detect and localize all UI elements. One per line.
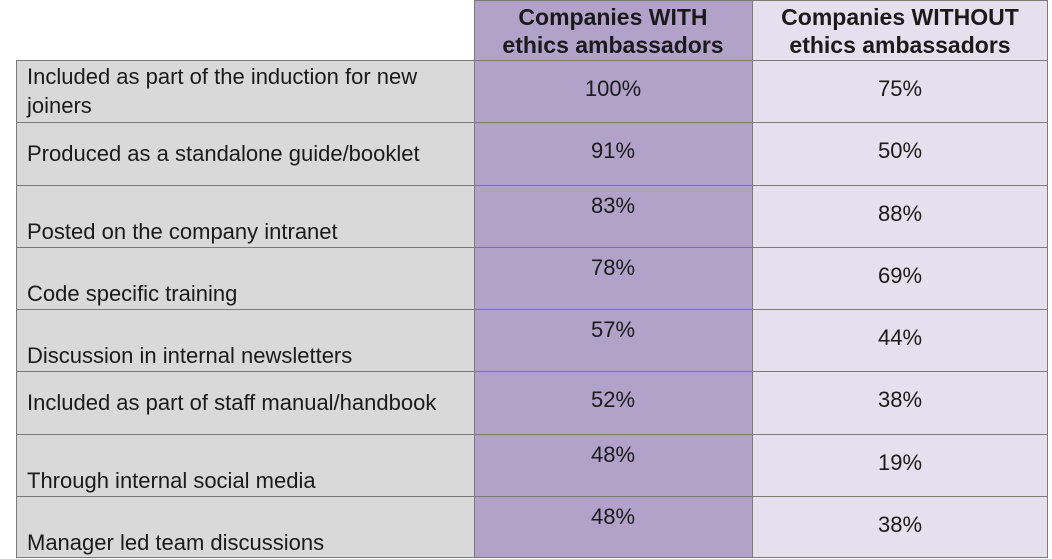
grid-line-vertical	[16, 60, 17, 558]
value-without: 50%	[877, 138, 923, 164]
value-cell-with: 91%	[474, 122, 752, 185]
grid-line-vertical	[474, 0, 475, 558]
value-cell-with: 48%	[474, 433, 752, 496]
grid-line-horizontal	[16, 122, 1048, 123]
value-without: 44%	[877, 325, 923, 350]
grid-line-horizontal	[16, 247, 1048, 248]
header-without-ambassadors: Companies WITHOUT ethics ambassadors	[752, 0, 1048, 60]
value-cell-with: 48%	[474, 495, 752, 558]
header-with-ambassadors: Companies WITH ethics ambassadors	[474, 0, 752, 60]
grid-line-horizontal	[16, 434, 1048, 435]
row-label: Through internal social media	[16, 433, 474, 496]
row-label: Included as part of the induction for ne…	[16, 60, 474, 123]
grid-line-horizontal	[16, 185, 1048, 186]
value-cell-without: 69%	[752, 246, 1048, 309]
value-cell-without: 38%	[752, 371, 1048, 434]
grid-line-top-header	[474, 0, 1048, 1]
row-label-text: Produced as a standalone guide/booklet	[27, 140, 420, 166]
value-cell-with: 57%	[474, 309, 752, 372]
value-cell-with: 52%	[474, 371, 752, 434]
grid-line-horizontal	[16, 496, 1048, 497]
grid-line-horizontal	[16, 371, 1048, 372]
value-cell-without: 38%	[752, 495, 1048, 558]
value-cell-without: 19%	[752, 433, 1048, 496]
grid-line-horizontal	[16, 60, 1048, 61]
row-label: Produced as a standalone guide/booklet	[16, 122, 474, 185]
row-label: Discussion in internal newsletters	[16, 309, 474, 372]
row-label-text: Posted on the company intranet	[27, 218, 338, 244]
value-with: 57%	[590, 317, 636, 342]
grid-line-horizontal	[16, 557, 1048, 558]
value-without: 19%	[877, 449, 923, 475]
column-header-text: Companies WITH ethics ambassadors	[502, 4, 724, 58]
value-without: 38%	[877, 387, 923, 413]
value-cell-without: 44%	[752, 309, 1048, 372]
value-cell-without: 75%	[752, 60, 1048, 123]
row-label: Manager led team discussions	[16, 495, 474, 558]
row-label: Code specific training	[16, 246, 474, 309]
value-cell-with: 78%	[474, 246, 752, 309]
value-cell-with: 100%	[474, 60, 752, 123]
value-with: 100%	[584, 76, 642, 101]
value-with: 78%	[590, 254, 636, 280]
grid-line-vertical	[752, 0, 753, 558]
value-with: 83%	[590, 192, 636, 218]
value-with: 48%	[590, 503, 636, 529]
value-with: 52%	[590, 387, 636, 413]
value-without: 88%	[877, 200, 923, 226]
row-label-text: Included as part of the induction for ne…	[27, 64, 418, 119]
grid-line-horizontal	[16, 309, 1048, 310]
value-cell-with: 83%	[474, 184, 752, 247]
row-label: Included as part of staff manual/handboo…	[16, 371, 474, 434]
value-with: 91%	[590, 138, 636, 164]
column-header-text: Companies WITHOUT ethics ambassadors	[781, 4, 1019, 58]
value-with: 48%	[590, 441, 636, 467]
row-label-text: Manager led team discussions	[27, 530, 325, 555]
row-label: Posted on the company intranet	[16, 184, 474, 247]
row-label-text: Code specific training	[27, 281, 238, 306]
row-label-text: Included as part of staff manual/handboo…	[27, 389, 437, 415]
row-label-text: Through internal social media	[27, 467, 316, 493]
grid-line-vertical	[1047, 0, 1048, 558]
value-without: 69%	[877, 262, 923, 288]
row-label-text: Discussion in internal newsletters	[27, 343, 353, 369]
value-cell-without: 88%	[752, 184, 1048, 247]
value-without: 38%	[877, 511, 923, 537]
value-cell-without: 50%	[752, 122, 1048, 185]
value-without: 75%	[877, 76, 923, 101]
